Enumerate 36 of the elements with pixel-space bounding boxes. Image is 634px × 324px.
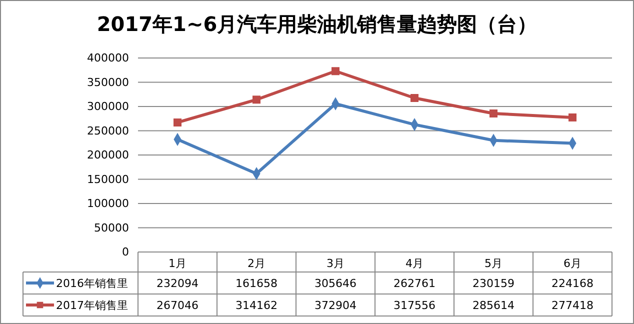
data-label: 161658: [236, 277, 278, 290]
y-tick-label: 200000: [87, 148, 129, 162]
chart-title: 2017年1~6月汽车用柴油机销售量趋势图（台）: [96, 12, 538, 36]
y-tick-label: 400000: [87, 52, 129, 65]
data-label: 372904: [314, 299, 356, 312]
legend-label: 2017年销售里: [56, 299, 128, 312]
point: [568, 113, 576, 122]
x-tick-label: 1月: [168, 257, 186, 270]
data-label: 232094: [156, 277, 198, 290]
data-label: 317556: [394, 299, 436, 312]
x-tick-label: 4月: [406, 257, 424, 270]
data-label: 277418: [552, 299, 594, 312]
y-tick-label: 50000: [94, 221, 129, 234]
data-label: 224168: [552, 277, 594, 290]
point: [332, 67, 340, 76]
y-tick-label: 100000: [87, 197, 129, 210]
point: [410, 94, 418, 102]
point: [252, 96, 260, 104]
data-label: 230159: [472, 277, 514, 290]
data-label: 267046: [156, 299, 198, 312]
data-label: 305646: [314, 277, 356, 290]
legend-label: 2016年销售里: [56, 277, 128, 290]
point: [490, 109, 498, 118]
data-label: 314162: [236, 299, 278, 312]
point: [174, 118, 182, 126]
x-tick-label: 2月: [248, 257, 266, 270]
y-tick-label: 0: [122, 246, 129, 259]
y-tick-label: 250000: [87, 124, 129, 138]
data-label: 262761: [394, 277, 436, 290]
y-tick-label: 150000: [87, 172, 129, 186]
y-tick-label: 350000: [87, 76, 129, 89]
y-tick-label: 300000: [87, 100, 129, 114]
data-label: 285614: [472, 299, 514, 312]
x-tick-label: 5月: [484, 257, 502, 270]
x-tick-label: 3月: [326, 257, 344, 270]
x-tick-label: 6月: [564, 257, 582, 270]
